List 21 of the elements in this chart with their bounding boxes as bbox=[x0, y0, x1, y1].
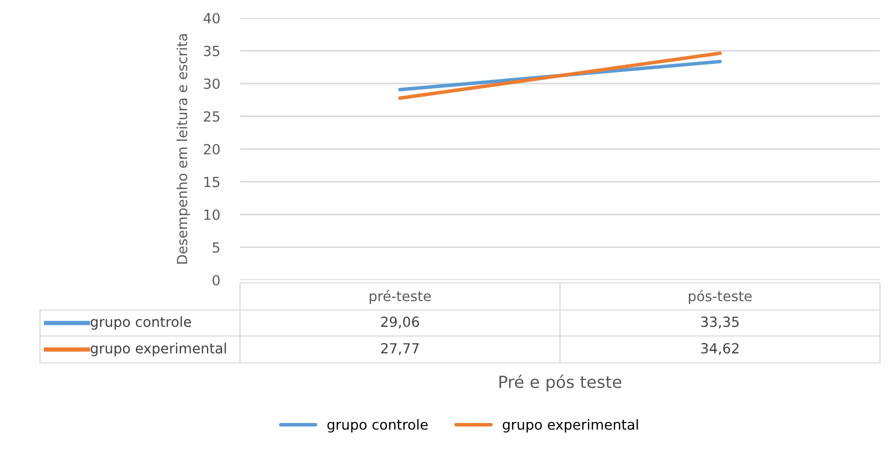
y-tick-label: 10 bbox=[204, 209, 220, 220]
y-tick-label: 25 bbox=[204, 111, 220, 122]
y-tick-label: 30 bbox=[204, 78, 220, 89]
x-tick-label: pós-teste bbox=[688, 290, 752, 304]
data-label: 33,35 bbox=[701, 316, 739, 328]
text: grupo controle bbox=[327, 419, 428, 432]
y-tick-label: 15 bbox=[204, 176, 220, 188]
legend-label: grupo controle bbox=[90, 316, 191, 330]
data-label: 27,77 bbox=[381, 343, 419, 355]
data-label: 29,06 bbox=[381, 316, 420, 328]
x-axis-title: Pré e pós teste bbox=[499, 374, 622, 392]
y-tick-label: 35 bbox=[204, 46, 220, 56]
y-tick-label: 0 bbox=[212, 274, 220, 286]
x-tick-label: pré-teste bbox=[370, 290, 431, 304]
y-tick-label: 5 bbox=[212, 242, 220, 253]
data-label: 34,62 bbox=[701, 343, 738, 355]
y-axis-title: Desempenho em leitura e escrita bbox=[176, 34, 190, 264]
text: grupo experimental bbox=[502, 419, 638, 432]
y-tick-label: 20 bbox=[204, 144, 220, 154]
y-tick-label: 40 bbox=[204, 12, 220, 24]
legend-label: grupo experimental bbox=[90, 342, 226, 356]
